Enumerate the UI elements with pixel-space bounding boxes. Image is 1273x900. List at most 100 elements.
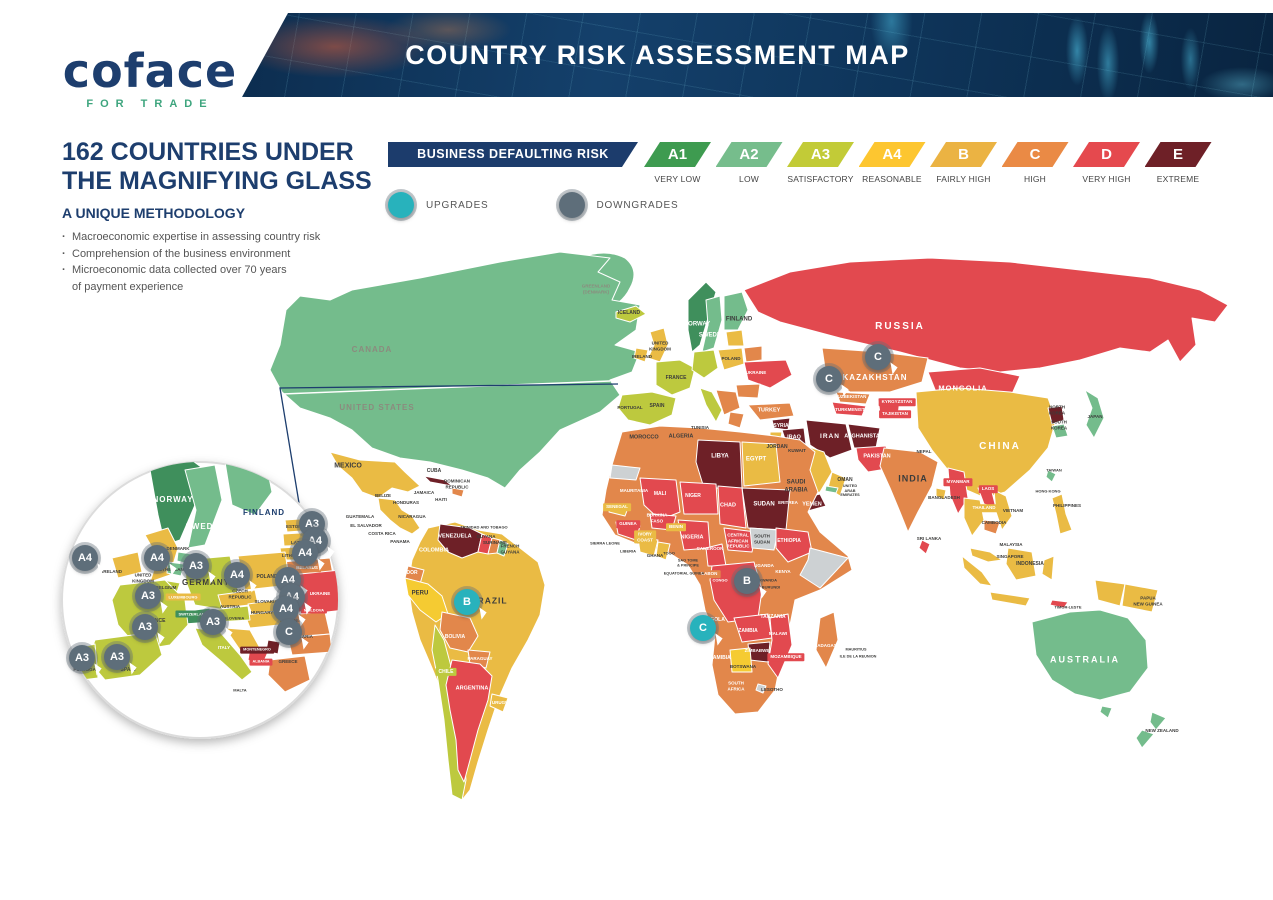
region-mozambique — [767, 613, 793, 679]
legend-steps: A1 A2 A3 A4 B C D E — [644, 142, 1212, 167]
region-ireland — [633, 347, 649, 363]
rating-badge-down-c-289-632: C — [276, 619, 302, 645]
change-keys: UPGRADES DOWNGRADES — [388, 192, 678, 218]
rating-badge-up-b-467-602: B — [454, 589, 480, 615]
region-tasmania — [1099, 705, 1113, 719]
legend-title-bar: BUSINESS DEFAULTING RISK — [388, 142, 638, 167]
region-australia — [1031, 609, 1149, 701]
region-finland — [723, 291, 749, 331]
region-uae — [824, 485, 839, 494]
legend-level-name-D: VERY HIGH — [1082, 174, 1131, 184]
region-romania — [735, 383, 761, 399]
region-belarus — [743, 345, 763, 363]
page-title: COUNTRY RISK ASSESSMENT MAP — [405, 40, 910, 70]
region-central-african-republic — [723, 527, 757, 553]
region-cameroon — [705, 543, 727, 567]
downgrades-key: DOWNGRADES — [558, 192, 679, 218]
methodology-bullet-3: Microeconomic data collected over 70 yea… — [62, 262, 402, 295]
rating-badge-down-a4-85-558: A4 — [72, 545, 98, 571]
region-cambodia — [983, 519, 1001, 535]
region-iceland — [615, 305, 647, 323]
region-niger — [679, 481, 719, 515]
legend-level-name-B: FAIRLY HIGH — [936, 174, 991, 184]
region-burkina-faso — [649, 513, 677, 531]
upgrade-bubble-icon — [388, 192, 414, 218]
header-banner: COUNTRY RISK ASSESSMENT MAP — [242, 13, 1273, 97]
region-libya — [695, 439, 743, 489]
region-poland — [717, 347, 745, 371]
region-western-sahara — [609, 464, 641, 481]
region-russia — [743, 257, 1229, 373]
region-ivory-coast — [637, 537, 659, 557]
rating-badge-down-c-878-357: C — [865, 344, 891, 370]
methodology-heading: A UNIQUE METHODOLOGY — [62, 205, 246, 221]
coface-logo-wordmark: coface — [62, 44, 238, 98]
region-sudan — [741, 487, 791, 531]
region-south-korea — [1051, 423, 1069, 439]
region-ukraine — [743, 359, 793, 389]
region-greece — [727, 411, 745, 429]
border-canada-us — [281, 380, 611, 395]
region-italy — [699, 387, 723, 423]
legend-level-name-C: HIGH — [1023, 174, 1047, 184]
region-united-kingdom — [647, 327, 669, 363]
intro-block: 162 COUNTRIES UNDER THE MAGNIFYING GLASS… — [62, 138, 402, 295]
region-borneo — [1005, 547, 1037, 581]
region-iberia — [617, 391, 677, 426]
legend-step-names: VERY LOW LOW SATISFACTORY REASONABLE FAIRLY … — [644, 174, 1212, 184]
region-uruguay — [489, 693, 509, 713]
rating-badge-down-a3-145-627: A3 — [132, 614, 158, 640]
rating-badge-down-a4-286-609: A4 — [273, 596, 299, 622]
region-malaysia — [969, 547, 1003, 563]
region-turkmenistan — [831, 401, 867, 417]
region-germany — [691, 349, 719, 379]
mag-greece — [267, 655, 311, 693]
region-hispaniola — [451, 487, 465, 498]
rating-badge-down-a3-82-658: A3 — [69, 645, 95, 671]
region-sri-lanka — [918, 539, 931, 555]
region-thailand — [963, 497, 985, 537]
region-north-korea — [1047, 405, 1065, 425]
legend-level-name-E: EXTREME — [1156, 174, 1200, 184]
region-botswana — [729, 647, 753, 673]
region-philippines — [1051, 493, 1073, 535]
region-new-zealand — [1135, 711, 1167, 749]
legend-level-name-A3: SATISFACTORY — [787, 174, 854, 184]
mag-ireland — [111, 551, 143, 579]
rating-badge-down-a3-196-566: A3 — [183, 553, 209, 579]
region-lesotho — [755, 683, 767, 694]
region-uzbekistan — [835, 391, 871, 405]
rating-badge-down-a3-213-622: A3 — [200, 609, 226, 635]
rating-badge-up-c-703-628: C — [690, 615, 716, 641]
intro-heading: 162 COUNTRIES UNDER THE MAGNIFYING GLASS — [62, 138, 372, 195]
magnifier-contents — [77, 462, 338, 693]
region-japan — [1084, 389, 1105, 439]
rating-badge-down-a3-117-657: A3 — [104, 644, 130, 670]
region-nigeria — [677, 519, 711, 551]
rating-badge-down-b-747-581: B — [734, 568, 760, 594]
region-java — [989, 591, 1031, 607]
region-somalia — [799, 547, 849, 589]
region-mexico — [329, 451, 421, 499]
upgrades-key: UPGRADES — [388, 192, 489, 218]
region-baltics — [725, 329, 745, 347]
continents — [269, 251, 1229, 801]
downgrade-bubble-icon — [558, 192, 585, 218]
region-venezuela — [437, 523, 483, 559]
region-french-guyana — [496, 539, 509, 557]
mag-serbia — [265, 639, 281, 655]
region-taiwan — [1045, 469, 1057, 483]
downgrades-label: DOWNGRADES — [596, 199, 679, 211]
region-balkans — [715, 389, 741, 416]
region-afghanistan — [847, 423, 881, 449]
rating-badge-down-c-829-379: C — [816, 366, 842, 392]
coface-logo-tagline: FOR TRADE — [86, 98, 214, 110]
region-south-sudan — [749, 527, 779, 551]
region-chad — [717, 485, 747, 529]
region-central-america — [377, 497, 421, 535]
region-kyrgyz-tajik — [877, 397, 901, 417]
region-france — [655, 359, 696, 396]
region-iran — [805, 419, 853, 459]
methodology-bullets: Macroeconomic expertise in assessing cou… — [62, 229, 402, 295]
